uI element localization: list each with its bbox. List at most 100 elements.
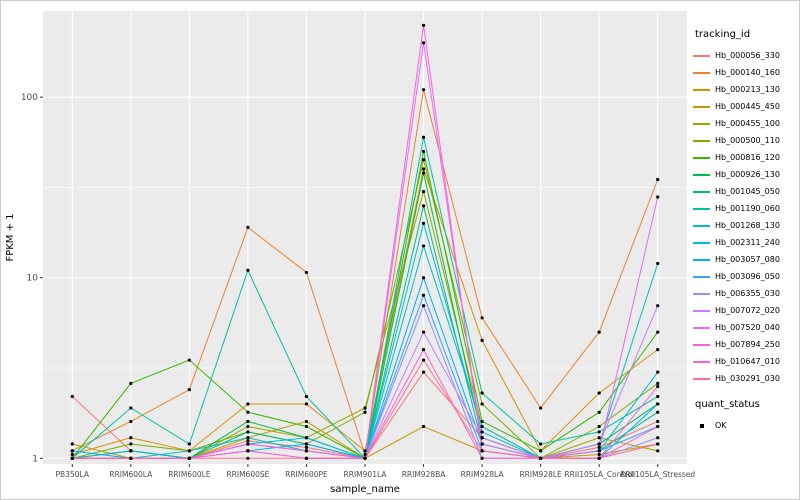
data-point xyxy=(246,439,250,443)
data-point xyxy=(421,23,426,27)
data-point xyxy=(421,135,426,139)
data-point xyxy=(421,424,426,429)
data-point xyxy=(656,424,660,429)
legend-label: Hb_000140_160 xyxy=(715,68,780,77)
data-point xyxy=(187,449,191,453)
data-point xyxy=(187,442,191,446)
data-point xyxy=(129,419,133,424)
data-point xyxy=(246,424,250,429)
legend-item: Hb_000455_100 xyxy=(693,115,799,132)
x-tick-label: PB350LA xyxy=(56,470,90,479)
data-point xyxy=(304,456,309,460)
data-point xyxy=(597,430,601,434)
data-point xyxy=(70,456,74,460)
legend-label: Hb_000926_130 xyxy=(715,170,780,179)
data-point xyxy=(187,388,191,392)
legend-key-line-icon xyxy=(693,183,710,200)
legend-label: Hb_001045_050 xyxy=(715,187,780,196)
legend-key-line-icon xyxy=(693,115,710,132)
data-point xyxy=(656,436,660,440)
data-point xyxy=(480,430,484,434)
legend-key-line-icon xyxy=(693,353,710,370)
legend-item: Hb_007072_020 xyxy=(693,302,799,319)
data-point xyxy=(421,221,426,225)
data-point xyxy=(70,449,74,453)
data-point xyxy=(656,402,660,406)
legend-key-line-icon xyxy=(693,268,710,285)
data-point xyxy=(70,394,74,399)
data-point xyxy=(480,424,484,429)
data-point xyxy=(480,442,484,446)
data-point xyxy=(129,436,133,440)
data-point xyxy=(656,304,660,308)
x-tick-label: RRIM600SE xyxy=(226,470,269,479)
data-point xyxy=(421,276,426,280)
data-point xyxy=(597,391,601,395)
data-point xyxy=(539,456,543,460)
data-point xyxy=(129,381,133,385)
data-point xyxy=(597,442,601,446)
legend-key-point-icon xyxy=(693,417,710,434)
data-point xyxy=(480,391,484,395)
data-point xyxy=(539,442,543,446)
legend-label: Hb_000056_330 xyxy=(715,51,780,60)
data-point xyxy=(421,189,426,194)
legend-label: Hb_001268_130 xyxy=(715,221,780,230)
x-tick-label: RRIM928LA xyxy=(461,470,505,479)
legend-item: Hb_007894_250 xyxy=(693,336,799,353)
legend-label: Hb_007894_250 xyxy=(715,340,780,349)
data-point xyxy=(246,449,250,453)
y-tick-label: 1 xyxy=(32,454,38,464)
legend-item: Hb_006355_030 xyxy=(693,285,799,302)
data-point xyxy=(129,406,133,410)
data-point xyxy=(656,370,660,374)
data-point xyxy=(421,347,426,352)
legend-item: Hb_002311_240 xyxy=(693,234,799,251)
legend-item: Hb_001190_060 xyxy=(693,200,799,217)
data-point xyxy=(421,204,426,208)
data-point xyxy=(246,430,250,434)
data-point xyxy=(656,381,660,385)
data-point xyxy=(597,456,601,460)
data-point xyxy=(480,419,484,424)
data-point xyxy=(656,261,660,266)
data-point xyxy=(656,394,660,399)
data-point xyxy=(246,436,250,440)
legend-key-line-icon xyxy=(693,370,710,387)
legend-item: Hb_003096_050 xyxy=(693,268,799,285)
data-point xyxy=(421,171,426,175)
data-point xyxy=(304,270,309,275)
legend-key-line-icon xyxy=(693,251,710,268)
legend-item-quant-status: OK xyxy=(693,417,799,434)
x-tick-label: RRII105LA_Control xyxy=(564,470,634,479)
data-point xyxy=(656,449,660,453)
x-tick-label: RRIM928LE xyxy=(519,470,562,479)
legend-key-line-icon xyxy=(693,166,710,183)
data-point xyxy=(597,410,601,414)
data-point xyxy=(304,442,309,446)
data-point xyxy=(421,304,426,308)
legend-title-quant-status: quant_status xyxy=(695,399,760,410)
legend-key-line-icon xyxy=(693,234,710,251)
legend-label: Hb_001190_060 xyxy=(715,204,780,213)
legend-item: Hb_030291_030 xyxy=(693,370,799,387)
data-point xyxy=(246,402,250,406)
data-point xyxy=(421,149,426,154)
data-point xyxy=(597,424,601,429)
y-axis-title: FPKM + 1 xyxy=(5,213,16,261)
legend-key-line-icon xyxy=(693,149,710,166)
data-point xyxy=(70,442,74,446)
data-point xyxy=(304,394,309,399)
x-tick-label: RRIM600PE xyxy=(285,470,328,479)
data-point xyxy=(304,445,309,449)
legend-panel: tracking_id Hb_000056_330 Hb_000140_160 Hb… xyxy=(693,29,799,434)
data-point xyxy=(597,445,601,449)
data-point xyxy=(656,419,660,424)
data-point xyxy=(421,167,426,171)
data-point xyxy=(363,449,367,453)
legend-key-line-icon xyxy=(693,200,710,217)
legend-key-line-icon xyxy=(693,81,710,98)
legend-label: Hb_030291_030 xyxy=(715,374,780,383)
data-point xyxy=(656,347,660,352)
